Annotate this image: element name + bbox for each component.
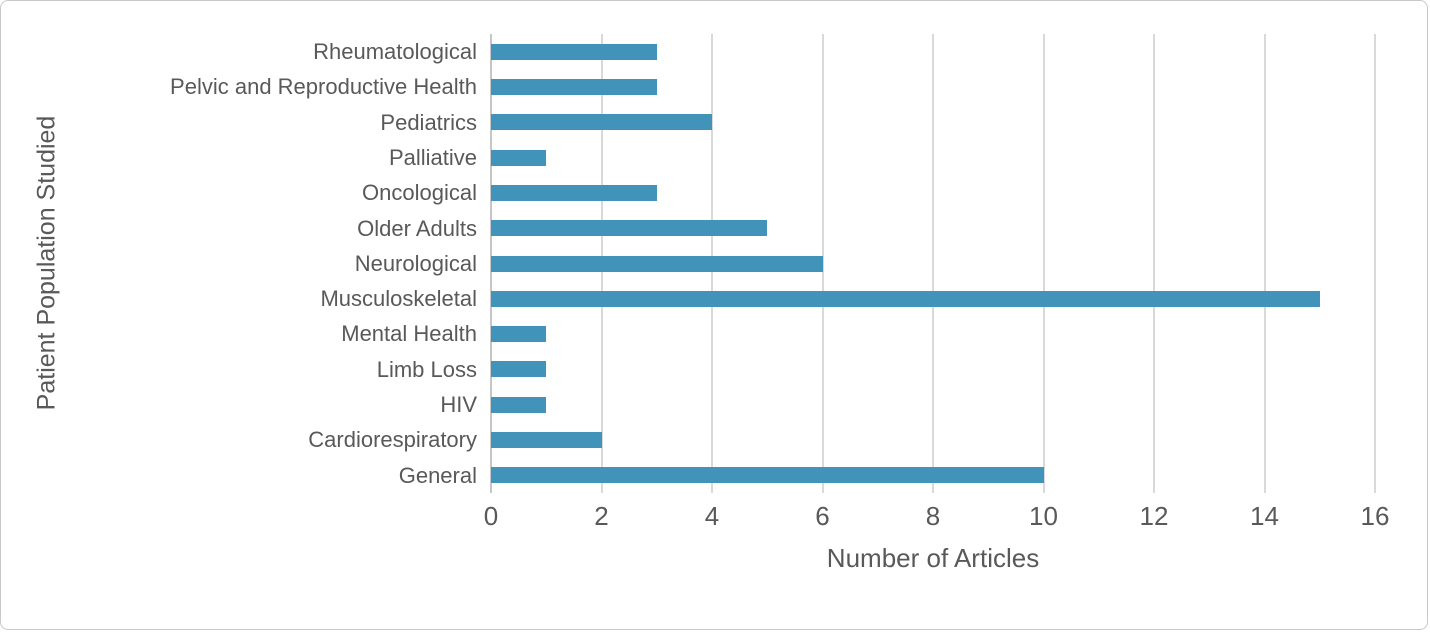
plot-area bbox=[490, 34, 1376, 493]
category-label-musculoskeletal: Musculoskeletal bbox=[320, 286, 477, 312]
bar-musculoskeletal bbox=[491, 290, 1320, 307]
bar-rheumatological bbox=[491, 43, 657, 60]
x-tick-label-6: 6 bbox=[815, 501, 830, 531]
category-label-general: General bbox=[398, 462, 477, 488]
x-tick-label-2: 2 bbox=[594, 501, 609, 531]
x-tick-label-16: 16 bbox=[1360, 501, 1390, 531]
bar-oncological bbox=[491, 184, 657, 201]
gridline-x-12 bbox=[1153, 34, 1155, 493]
category-label-pelvic-and-reproductive-health: Pelvic and Reproductive Health bbox=[170, 74, 477, 100]
category-label-neurological: Neurological bbox=[354, 250, 477, 276]
category-labels: Rheumatological Pelvic and Reproductive H… bbox=[1, 34, 477, 493]
gridline-x-6 bbox=[821, 34, 824, 493]
bar-pelvic-and-reproductive-health bbox=[491, 78, 657, 95]
x-tick-label-10: 10 bbox=[1029, 501, 1058, 531]
category-label-limb-loss: Limb Loss bbox=[376, 356, 477, 382]
bar-cardiorespiratory bbox=[491, 432, 602, 449]
category-label-rheumatological: Rheumatological bbox=[313, 39, 477, 64]
category-label-palliative: Palliative bbox=[388, 144, 477, 170]
bar-hiv bbox=[491, 396, 547, 413]
category-label-oncological: Oncological bbox=[362, 180, 477, 206]
bar-general bbox=[491, 467, 1044, 484]
gridline-x-10 bbox=[1042, 34, 1045, 493]
gridline-x-8 bbox=[932, 34, 934, 493]
bar-palliative bbox=[491, 149, 547, 166]
category-label-older-adults: Older Adults bbox=[357, 215, 477, 241]
x-tick-label-4: 4 bbox=[704, 501, 720, 531]
x-tick-label-14: 14 bbox=[1250, 501, 1279, 531]
bar-limb-loss bbox=[491, 361, 547, 378]
bar-older-adults bbox=[491, 220, 768, 237]
x-tick-label-12: 12 bbox=[1139, 501, 1169, 531]
category-label-cardiorespiratory: Cardiorespiratory bbox=[308, 427, 477, 453]
x-axis-title: Number of Articles bbox=[826, 543, 1040, 573]
x-tick-label-0: 0 bbox=[483, 501, 499, 531]
x-tick-label-8: 8 bbox=[925, 501, 941, 531]
bar-neurological bbox=[491, 255, 823, 272]
category-label-hiv: HIV bbox=[440, 392, 477, 418]
category-label-mental-health: Mental Health bbox=[341, 321, 477, 347]
gridline-x-14 bbox=[1263, 34, 1266, 493]
bar-pediatrics bbox=[491, 114, 712, 131]
category-label-pediatrics: Pediatrics bbox=[380, 109, 477, 135]
gridline-x-16 bbox=[1374, 34, 1376, 493]
x-axis-ticks: 0 2 4 6 8 10 12 14 16 bbox=[484, 501, 1390, 533]
bar-mental-health bbox=[491, 326, 547, 343]
